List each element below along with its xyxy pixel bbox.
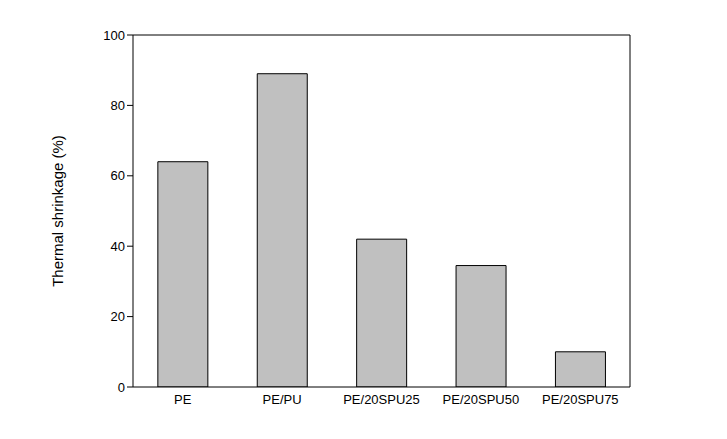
svg-text:PE/20SPU25: PE/20SPU25 xyxy=(343,392,420,407)
svg-text:PE/20SPU50: PE/20SPU50 xyxy=(443,392,520,407)
svg-text:40: 40 xyxy=(111,239,125,254)
svg-text:PE: PE xyxy=(174,392,192,407)
svg-text:80: 80 xyxy=(111,98,125,113)
svg-text:PE/20SPU75: PE/20SPU75 xyxy=(542,392,619,407)
svg-text:PE/PU: PE/PU xyxy=(263,392,302,407)
svg-text:Thermal shrinkage (%): Thermal shrinkage (%) xyxy=(49,135,66,287)
svg-text:100: 100 xyxy=(103,28,125,43)
svg-text:0: 0 xyxy=(118,380,125,395)
svg-text:60: 60 xyxy=(111,168,125,183)
svg-text:20: 20 xyxy=(111,309,125,324)
